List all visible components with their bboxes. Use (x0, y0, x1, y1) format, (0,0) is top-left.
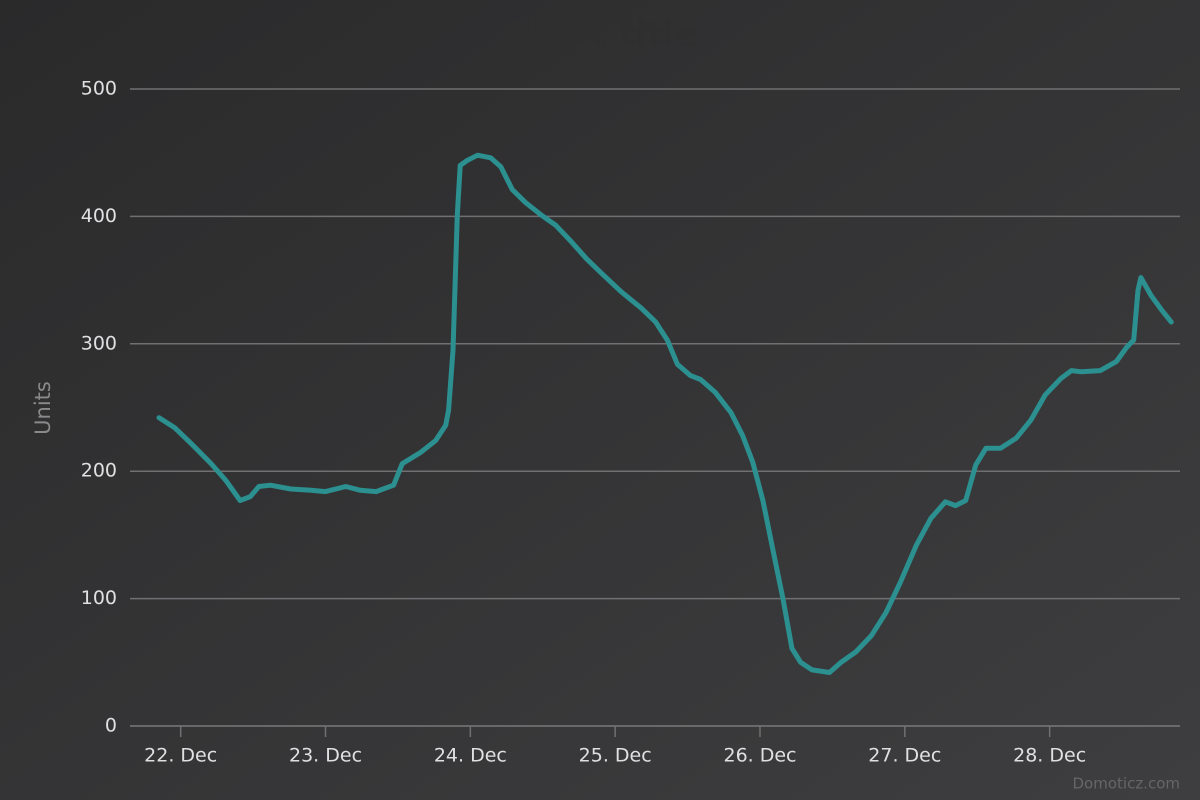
y-axis-label: Units (31, 381, 55, 435)
x-tick-label: 26. Dec (723, 745, 796, 767)
y-tick-label: 500 (81, 78, 117, 100)
y-tick-label: 200 (81, 460, 117, 482)
x-tick-label: 23. Dec (289, 745, 362, 767)
x-tick-label: 25. Dec (579, 745, 652, 767)
x-tick-label: 24. Dec (434, 745, 507, 767)
credit: Domoticz.com (1073, 775, 1181, 793)
data-line (156, 152, 1174, 675)
y-tick-label: 0 (105, 715, 117, 737)
x-tick-label: 22. Dec (144, 745, 217, 767)
y-tick-label: 100 (81, 587, 117, 609)
y-tick-label: 300 (81, 332, 117, 354)
chart-title: Chart title (502, 15, 698, 55)
x-tick-label: 27. Dec (868, 745, 941, 767)
y-tick-label: 400 (81, 205, 117, 227)
x-tick-label: 28. Dec (1013, 745, 1086, 767)
